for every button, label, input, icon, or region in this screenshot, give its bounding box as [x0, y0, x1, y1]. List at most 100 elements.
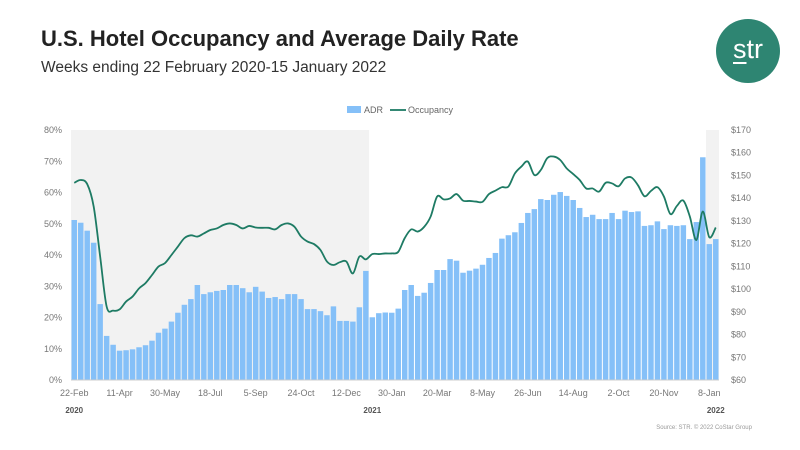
adr-bar — [363, 270, 369, 380]
adr-bar — [713, 239, 719, 380]
adr-bar — [272, 297, 278, 380]
adr-bar — [175, 312, 181, 380]
occupancy-line — [73, 155, 717, 313]
y-right-tick-label: $170 — [731, 125, 751, 135]
adr-bar — [194, 285, 201, 380]
x-tick-label: 8-Jan — [698, 388, 721, 398]
adr-bar — [97, 304, 103, 380]
str-logo: str — [716, 19, 780, 83]
y-right-tick-label: $100 — [731, 284, 751, 294]
adr-bar — [401, 290, 408, 380]
y-right-tick-label: $120 — [731, 239, 751, 249]
adr-bar — [654, 221, 661, 380]
adr-bar — [207, 292, 214, 380]
y-left-tick-label: 60% — [44, 188, 62, 198]
adr-bar — [557, 192, 563, 380]
adr-bar — [466, 270, 473, 380]
x-tick-label: 24-Oct — [288, 388, 316, 398]
x-tick-label: 2-Oct — [608, 388, 631, 398]
adr-bar — [551, 194, 557, 380]
y-right-tick-label: $70 — [731, 352, 746, 362]
x-tick-label: 20-Mar — [423, 388, 452, 398]
adr-bar — [453, 260, 460, 380]
adr-bar — [615, 219, 622, 380]
adr-bar — [499, 238, 505, 380]
adr-bar — [706, 244, 713, 380]
adr-bar — [149, 340, 155, 380]
adr-bar — [421, 292, 427, 380]
adr-bar — [563, 195, 570, 380]
adr-bar — [311, 309, 317, 380]
adr-bar — [324, 315, 330, 380]
adr-bar — [512, 232, 518, 380]
adr-bar — [103, 335, 110, 380]
chart-subtitle: Weeks ending 22 February 2020-15 January… — [41, 59, 387, 76]
adr-bar — [628, 212, 635, 380]
adr-bar — [518, 222, 525, 380]
adr-bar — [648, 225, 654, 380]
x-tick-label: 12-Dec — [332, 388, 362, 398]
logo-text: s — [733, 34, 747, 64]
source-note: Source: STR. © 2022 CoStar Group — [656, 424, 752, 431]
adr-bar — [162, 328, 168, 380]
adr-bar — [337, 320, 343, 380]
adr-bar — [525, 212, 531, 380]
adr-bar — [71, 220, 77, 380]
adr-bar — [667, 225, 674, 380]
adr-bar — [142, 345, 149, 380]
adr-bar — [460, 272, 466, 380]
adr-bar — [84, 230, 90, 380]
x-tick-label: 30-May — [150, 388, 181, 398]
y-right-tick-label: $80 — [731, 330, 746, 340]
x-tick-label: 5-Sep — [244, 388, 268, 398]
adr-bar — [479, 264, 486, 380]
adr-bar — [576, 207, 583, 380]
adr-bar — [201, 294, 207, 380]
y-right-tick-label: $110 — [731, 261, 750, 271]
adr-bar — [214, 290, 220, 380]
adr-bar — [440, 270, 447, 380]
adr-bar — [168, 321, 175, 380]
year-label: 2021 — [363, 406, 381, 415]
y-left-tick-label: 50% — [44, 219, 62, 229]
y-right-tick-label: $150 — [731, 170, 751, 180]
x-tick-label: 11-Apr — [106, 388, 132, 398]
adr-bar — [330, 306, 337, 380]
y-left-tick-label: 40% — [44, 250, 62, 260]
adr-bar — [680, 225, 687, 380]
adr-bar — [220, 290, 227, 380]
adr-bar — [116, 350, 123, 380]
adr-bar — [304, 309, 311, 380]
adr-bar — [609, 212, 615, 380]
adr-bar — [395, 308, 401, 380]
year-label: 2020 — [65, 406, 83, 415]
y-left-tick-label: 10% — [44, 344, 62, 354]
adr-bar — [505, 235, 512, 380]
adr-bar — [382, 312, 389, 380]
adr-bar — [188, 299, 194, 380]
adr-bar — [239, 288, 246, 380]
y-left-tick-label: 0% — [49, 375, 62, 385]
y-left-tick-label: 30% — [44, 281, 62, 291]
adr-bar — [110, 344, 116, 380]
adr-bar — [531, 209, 538, 380]
chart-title: U.S. Hotel Occupancy and Average Daily R… — [41, 26, 519, 51]
x-tick-label: 30-Jan — [378, 388, 406, 398]
y-right-tick-label: $90 — [731, 307, 746, 317]
adr-bar — [77, 222, 84, 380]
adr-bar — [447, 259, 453, 380]
adr-bar — [259, 291, 265, 380]
adr-bar — [90, 242, 97, 380]
adr-bar — [265, 297, 272, 380]
adr-bar — [181, 304, 188, 380]
year-label: 2022 — [707, 406, 725, 415]
y-left-tick-label: 80% — [44, 125, 62, 135]
x-tick-label: 18-Jul — [198, 388, 223, 398]
adr-bar — [317, 311, 324, 380]
adr-bar — [622, 210, 628, 380]
adr-bar — [123, 350, 129, 380]
adr-bar — [486, 257, 492, 380]
adr-bar — [350, 321, 356, 380]
adr-bar — [473, 268, 479, 380]
